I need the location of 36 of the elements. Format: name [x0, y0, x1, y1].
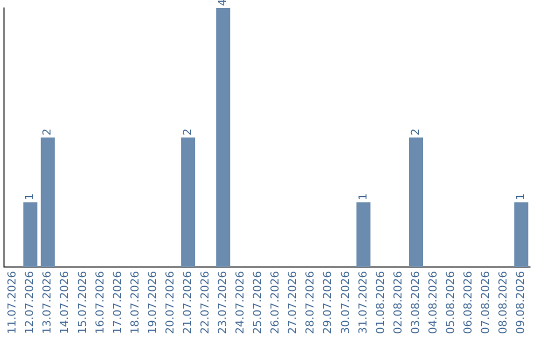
- x-tick-label: 23.07.2026: [216, 271, 230, 334]
- data-label: 2: [40, 128, 54, 136]
- data-label: 2: [180, 128, 194, 136]
- data-label: 2: [408, 128, 422, 136]
- x-tick-label: 13.07.2026: [40, 271, 54, 334]
- x-tick-label: 29.07.2026: [321, 271, 334, 334]
- x-tick-label: 24.07.2026: [234, 271, 247, 334]
- x-tick-label: 25.07.2026: [251, 271, 264, 334]
- x-tick-label: 30.07.2026: [338, 271, 352, 334]
- x-tick-label: 04.08.2026: [426, 271, 440, 334]
- x-tick-label: 03.08.2026: [408, 271, 422, 334]
- x-tick-label: 28.07.2026: [304, 271, 317, 334]
- x-tick-label: 22.07.2026: [198, 271, 212, 334]
- data-label: 1: [23, 193, 36, 200]
- x-tick-label: 02.08.2026: [391, 271, 404, 334]
- x-tick-label: 05.08.2026: [444, 271, 457, 334]
- x-tick-label: 07.08.2026: [479, 271, 492, 334]
- x-tick-label: 21.07.2026: [180, 271, 194, 334]
- data-label: 1: [356, 193, 370, 200]
- x-tick-label: 14.07.2026: [58, 271, 72, 334]
- x-tick-label: 17.07.2026: [110, 271, 124, 334]
- x-tick-label: 11.07.2026: [6, 271, 19, 334]
- x-tick-label: 27.07.2026: [286, 271, 300, 334]
- x-tick-label: 12.07.2026: [23, 271, 36, 334]
- x-tick-label: 01.08.2026: [374, 271, 387, 334]
- x-tick-label: 16.07.2026: [93, 271, 106, 334]
- x-tick-label: 09.08.2026: [514, 271, 528, 334]
- x-tick-label: 26.07.2026: [268, 271, 282, 334]
- x-tick-label: 20.07.2026: [163, 271, 176, 334]
- x-tick-label: 06.08.2026: [461, 271, 474, 334]
- x-tick-label: 15.07.2026: [76, 271, 89, 334]
- x-tick-label: 08.08.2026: [496, 271, 510, 334]
- x-tick-label: 18.07.2026: [128, 271, 142, 334]
- x-tick-label: 31.07.2026: [356, 271, 370, 334]
- x-tick-label: 19.07.2026: [146, 271, 159, 334]
- data-label: 1: [514, 193, 528, 200]
